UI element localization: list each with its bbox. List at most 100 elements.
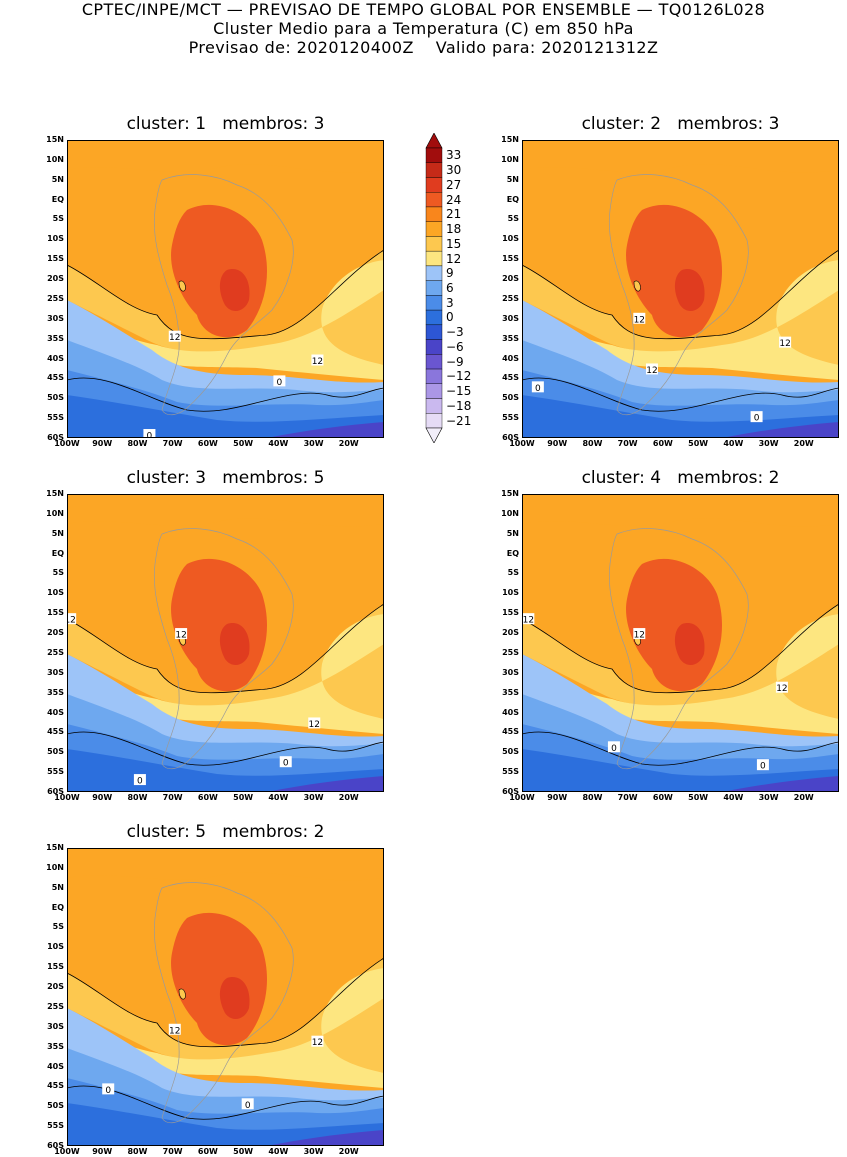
map-panel-cluster-4: cluster: 4 membros: 2 12 12 12 0 0 15N 10N 5N EQ 5…: [501, 468, 839, 802]
lon-tick-label: 20W: [793, 793, 814, 802]
lon-tick-label: 70W: [617, 793, 638, 802]
lat-tick-label: 15N: [46, 489, 64, 498]
lat-tick-label: 60S: [47, 787, 64, 796]
colorbar-swatch: [425, 236, 443, 252]
lon-tick-label: 60W: [652, 793, 673, 802]
lon-tick-label: 50W: [233, 1147, 254, 1156]
colorbar-label: 24: [446, 192, 462, 207]
contour-label: 0: [273, 375, 286, 388]
lat-tick-label: 55S: [502, 413, 519, 423]
lon-tick-label: 90W: [92, 793, 113, 802]
panel-title: cluster: 4 membros: 2: [581, 468, 780, 488]
lon-tick-label: 80W: [127, 1147, 148, 1156]
contour-label: 12: [522, 613, 535, 626]
lat-tick-label: 30S: [502, 313, 519, 323]
lat-tick-label: 5S: [507, 568, 519, 578]
lat-tick-label: 10S: [502, 588, 519, 598]
page-title: CPTEC/INPE/MCT — PREVISAO DE TEMPO GLOBA…: [0, 0, 847, 57]
contour-label: 12: [779, 336, 792, 349]
lat-tick-label: 50S: [502, 747, 519, 757]
colorbar-label: −12: [446, 369, 472, 384]
svg-text:12: 12: [169, 1026, 180, 1036]
lat-tick-label: 40S: [502, 707, 519, 717]
lat-tick-label: 45S: [47, 727, 64, 737]
lat-tick-label: 5S: [52, 568, 64, 578]
lat-tick-label: 55S: [47, 767, 64, 777]
lon-tick-label: 90W: [92, 439, 113, 448]
colorbar-label: −3: [446, 325, 464, 340]
colorbar-swatches: [425, 133, 443, 443]
lat-tick-label: 15S: [47, 962, 64, 972]
colorbar-swatch: [425, 192, 443, 208]
colorbar-label: 27: [446, 177, 462, 192]
contour-label: 0: [750, 411, 763, 424]
lat-tick-label: 5S: [507, 214, 519, 224]
colorbar-swatch: [425, 309, 443, 326]
contour-label: 12: [175, 628, 188, 641]
colorbar-swatch: [425, 324, 443, 340]
contour-label: 0: [607, 741, 620, 754]
contour-label: 0: [531, 381, 544, 394]
svg-text:0: 0: [611, 744, 617, 754]
svg-text:0: 0: [245, 1101, 251, 1111]
colorbar-label: 3: [446, 295, 454, 310]
svg-text:0: 0: [754, 414, 760, 424]
panel-title: cluster: 2 membros: 3: [581, 114, 780, 134]
lat-tick-label: 10S: [502, 234, 519, 244]
lat-tick-label: 10S: [47, 942, 64, 952]
map-panel-cluster-2: cluster: 2 membros: 3 12 12 12 0 0 15N 10N 5N EQ 5…: [501, 114, 839, 448]
lon-tick-label: 90W: [547, 439, 568, 448]
lat-tick-label: 45S: [47, 373, 64, 383]
lon-tick-label: 40W: [723, 793, 744, 802]
svg-text:12: 12: [175, 631, 186, 641]
lon-tick-label: 30W: [758, 439, 779, 448]
svg-text:0: 0: [535, 384, 541, 394]
lon-tick-label: 40W: [268, 1147, 289, 1156]
lat-tick-label: 40S: [47, 707, 64, 717]
lat-tick-label: EQ: [51, 548, 64, 558]
colorbar-label: 9: [446, 266, 454, 281]
lon-tick-label: 30W: [303, 1147, 324, 1156]
colorbar-swatch: [425, 295, 443, 311]
svg-text:0: 0: [760, 762, 766, 772]
lat-tick-label: 5N: [51, 174, 64, 184]
lon-tick-label: 30W: [758, 793, 779, 802]
svg-text:0: 0: [105, 1086, 111, 1096]
lat-tick-label: 15S: [502, 608, 519, 618]
colorbar-label: −21: [446, 413, 472, 428]
contour-label: 12: [633, 312, 646, 325]
svg-text:12: 12: [779, 339, 790, 349]
panel-title: cluster: 1 membros: 3: [126, 114, 325, 134]
lat-tick-label: 25S: [502, 647, 519, 657]
lat-tick-label: 30S: [47, 1021, 64, 1031]
lon-tick-label: 20W: [338, 1147, 359, 1156]
colorbar-legend: 33 30 27 24 21 18 15 12 9 6 3 0 −3 −6 −9 −12 −15 −18 −21: [424, 133, 484, 443]
lat-tick-label: EQ: [51, 902, 64, 912]
temperature-map: 12 12 12 0 0: [522, 140, 839, 438]
lat-tick-label: 35S: [47, 1041, 64, 1051]
lat-tick-label: 5S: [52, 214, 64, 224]
contour-label: 0: [102, 1083, 115, 1096]
lat-tick-label: 45S: [502, 373, 519, 383]
map-panel-cluster-3: cluster: 3 membros: 5 12 12 12 0 0 15N 10N 5N EQ 5…: [46, 468, 384, 802]
lat-tick-label: 20S: [47, 628, 64, 638]
svg-text:12: 12: [634, 315, 645, 325]
lat-tick-label: 60S: [47, 1141, 64, 1150]
lon-tick-label: 70W: [162, 793, 183, 802]
contour-label: 0: [279, 756, 292, 769]
lon-tick-label: 40W: [723, 439, 744, 448]
lat-tick-label: 30S: [47, 313, 64, 323]
svg-text:12: 12: [312, 1038, 323, 1048]
svg-text:12: 12: [169, 333, 180, 343]
lat-tick-label: 40S: [47, 353, 64, 363]
lon-tick-label: 80W: [127, 439, 148, 448]
lat-tick-label: 50S: [47, 393, 64, 403]
panel-title: cluster: 5 membros: 2: [126, 822, 325, 842]
lat-tick-label: 5N: [506, 174, 519, 184]
svg-text:0: 0: [137, 777, 143, 787]
colorbar-swatch: [425, 354, 443, 370]
lat-tick-label: 25S: [502, 293, 519, 303]
lon-tick-label: 50W: [233, 439, 254, 448]
lat-tick-label: 20S: [47, 274, 64, 284]
colorbar-swatch: [425, 147, 443, 163]
